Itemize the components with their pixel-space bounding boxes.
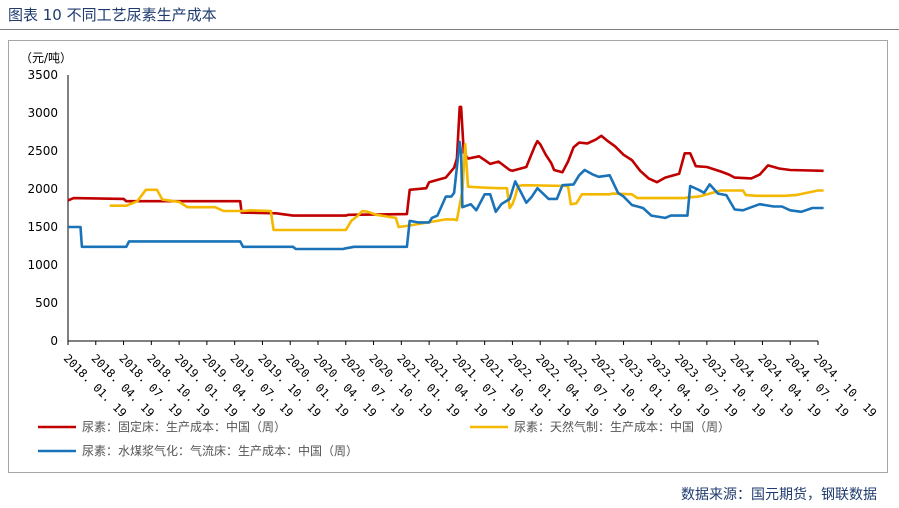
legend-label-1: 尿素：固定床：生产成本：中国（周） — [82, 419, 286, 434]
title-divider — [0, 29, 899, 30]
y-tick-label: 0 — [50, 334, 58, 348]
legend-label-2: 尿素：天然气制：生产成本：中国（周） — [514, 419, 730, 434]
series-line-2 — [109, 142, 824, 232]
y-tick-label: 2000 — [27, 182, 58, 196]
y-axis-label: （元/吨） — [20, 51, 72, 65]
series-line-1 — [67, 105, 824, 217]
y-tick-label: 1500 — [27, 220, 58, 234]
y-tick-label: 1000 — [27, 258, 58, 272]
y-tick-label: 3500 — [27, 68, 58, 82]
legend-label-3: 尿素：水煤浆气化：气流床：生产成本：中国（周） — [82, 443, 358, 458]
series-line-3 — [68, 140, 824, 251]
y-tick-label: 3000 — [27, 106, 58, 120]
y-tick-label: 2500 — [27, 144, 58, 158]
chart-frame — [8, 40, 888, 473]
source-note: 数据来源：国元期货，钢联数据 — [681, 487, 877, 503]
chart-title: 图表 10 不同工艺尿素生产成本 — [8, 6, 217, 24]
y-tick-label: 500 — [35, 296, 58, 310]
